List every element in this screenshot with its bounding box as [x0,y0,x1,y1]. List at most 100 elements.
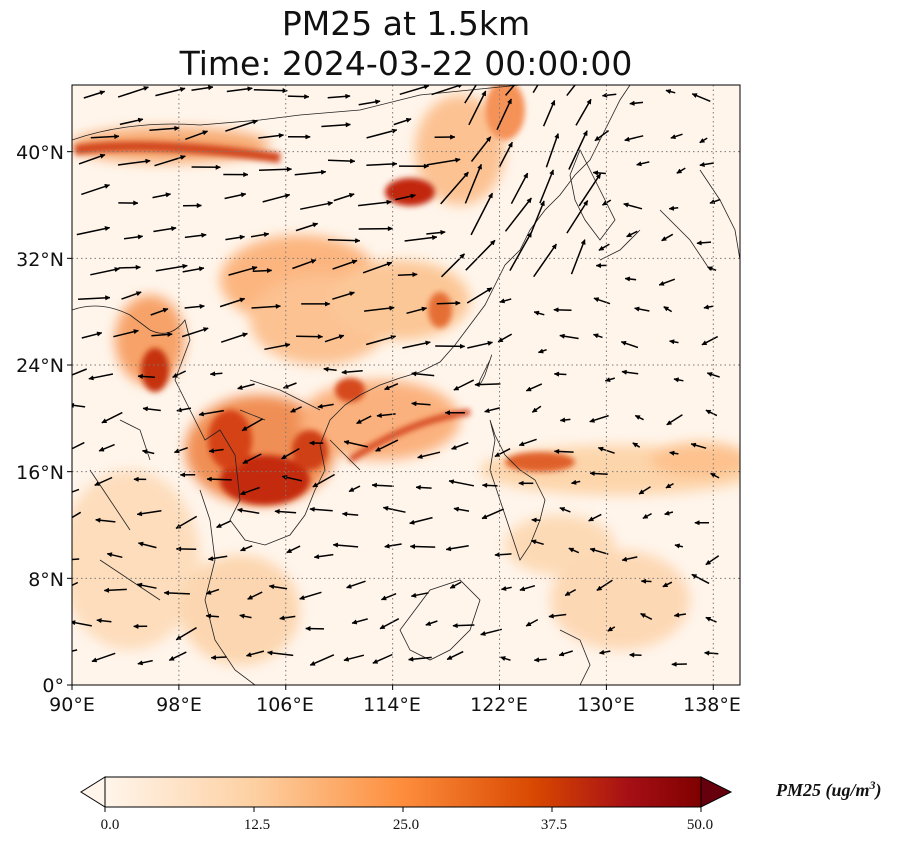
wind-arrow-shaft [504,197,532,232]
wind-arrow-head [407,656,414,662]
wind-arrow-head [525,386,532,392]
wind-arrow-head [105,295,111,301]
wind-arrow-head [624,136,630,142]
wind-arrow-shaft [117,159,151,166]
wind-arrow-head [145,158,151,164]
wind-arrow-head [559,507,566,512]
wind-arrow-head [526,231,532,238]
wind-arrow-head [286,166,293,172]
wind-arrow-shaft [496,98,512,131]
wind-arrow-head [376,412,382,418]
wind-arrow-head [553,307,559,313]
wind-arrow-head [196,202,203,209]
wind-arrow-head [559,417,566,423]
axis-ticks [67,151,714,690]
wind-arrow-head [455,157,461,163]
wind-arrow-head [375,446,382,452]
wind-arrow-head [387,226,394,232]
wind-arrow-head [444,410,450,416]
wind-arrow-head [549,169,554,176]
wind-arrow-head [290,407,296,413]
wind-arrow-head [141,449,148,455]
wind-arrow-head [313,554,320,560]
wind-arrow-shaft [72,404,86,408]
wind-arrow-head [564,590,571,596]
wind-arrow-head [101,418,108,424]
wind-arrow-head [621,369,627,375]
wind-arrow-head [592,170,599,176]
wind-arrow-head [621,556,628,562]
wind-arrow-head [594,135,601,142]
wind-arrow-shaft [578,173,602,207]
wind-arrow-head [415,484,421,491]
wind-arrow-head [209,371,216,377]
wind-arrow-head [309,440,315,446]
wind-arrow-head [523,172,528,179]
wind-arrow-head [274,508,280,515]
wind-arrow-head [199,303,205,310]
wind-arrow-head [666,420,673,426]
wind-arrow-head [593,297,600,303]
wind-arrow-head [636,161,642,167]
wind-arrow-head [620,340,627,346]
wind-arrow-shaft [72,368,87,376]
wind-arrow-shaft [566,85,576,97]
wind-arrow-head [96,331,103,337]
wind-arrow-head [589,470,595,477]
wind-arrow-head [137,373,143,380]
colorbar-tick-37-5: 37.5 [541,817,567,833]
wind-arrow-head [245,652,252,658]
wind-arrow-head [165,192,172,198]
wind-arrow-head [559,333,565,339]
wind-arrow-head [453,506,460,512]
wind-arrow-shaft [575,98,592,126]
wind-arrow-head [486,287,493,293]
wind-arrow-head [423,163,430,169]
wind-arrow-head [665,89,672,95]
wind-arrow-head [668,339,675,345]
wind-arrow-shaft [570,239,586,275]
wind-arrow-head [553,448,560,455]
wind-arrow-head [167,331,173,338]
wind-arrow-head [57,558,62,562]
wind-arrow-head [205,613,212,619]
lat-tick-8n: 8°N [28,569,64,591]
wind-arrow-shaft [300,201,333,210]
wind-arrow-head [299,595,305,601]
wind-arrow-head [94,481,101,486]
wind-arrow-head [568,547,575,553]
wind-arrow-head [163,590,170,596]
wind-arrow-head [507,98,512,105]
wind-arrow-head [497,337,504,343]
wind-arrow-head [598,245,605,251]
wind-arrow-head [241,425,248,431]
lon-tick-106e: 106°E [256,694,314,716]
wind-arrow-head [440,229,446,236]
wind-arrow-head [484,408,490,414]
wind-arrow-head [247,594,253,600]
wind-arrow-head [701,340,708,346]
colorbar: 0.0 12.5 25.0 37.5 50.0 [80,776,733,833]
wind-arrow-head [453,385,460,391]
wind-arrow-head [452,623,458,629]
wind-arrow-head [481,90,486,97]
wind-arrow-shaft [465,239,496,271]
wind-arrow-head [624,276,631,282]
colorbar-tick-12-5: 12.5 [244,817,270,833]
wind-arrow-head [312,482,319,488]
wind-arrow-head [633,306,640,312]
wind-arrow-shaft [530,200,545,234]
wind-arrow-head [690,442,697,448]
wind-arrow-head [570,479,577,485]
colorbar-tick-50: 50.0 [687,817,713,833]
colorbar-tick-25: 25.0 [393,817,419,833]
wind-arrow-head [531,407,538,413]
wind-arrow-head [243,171,249,178]
wind-arrow-shaft [251,305,281,309]
wind-arrow-head [88,375,94,381]
wind-arrow-head [239,297,246,303]
wind-arrow-head [477,163,482,170]
wind-arrow-head [174,125,180,132]
wind-arrow-shaft [81,184,110,196]
lat-tick-24n: 24°N [16,355,64,377]
